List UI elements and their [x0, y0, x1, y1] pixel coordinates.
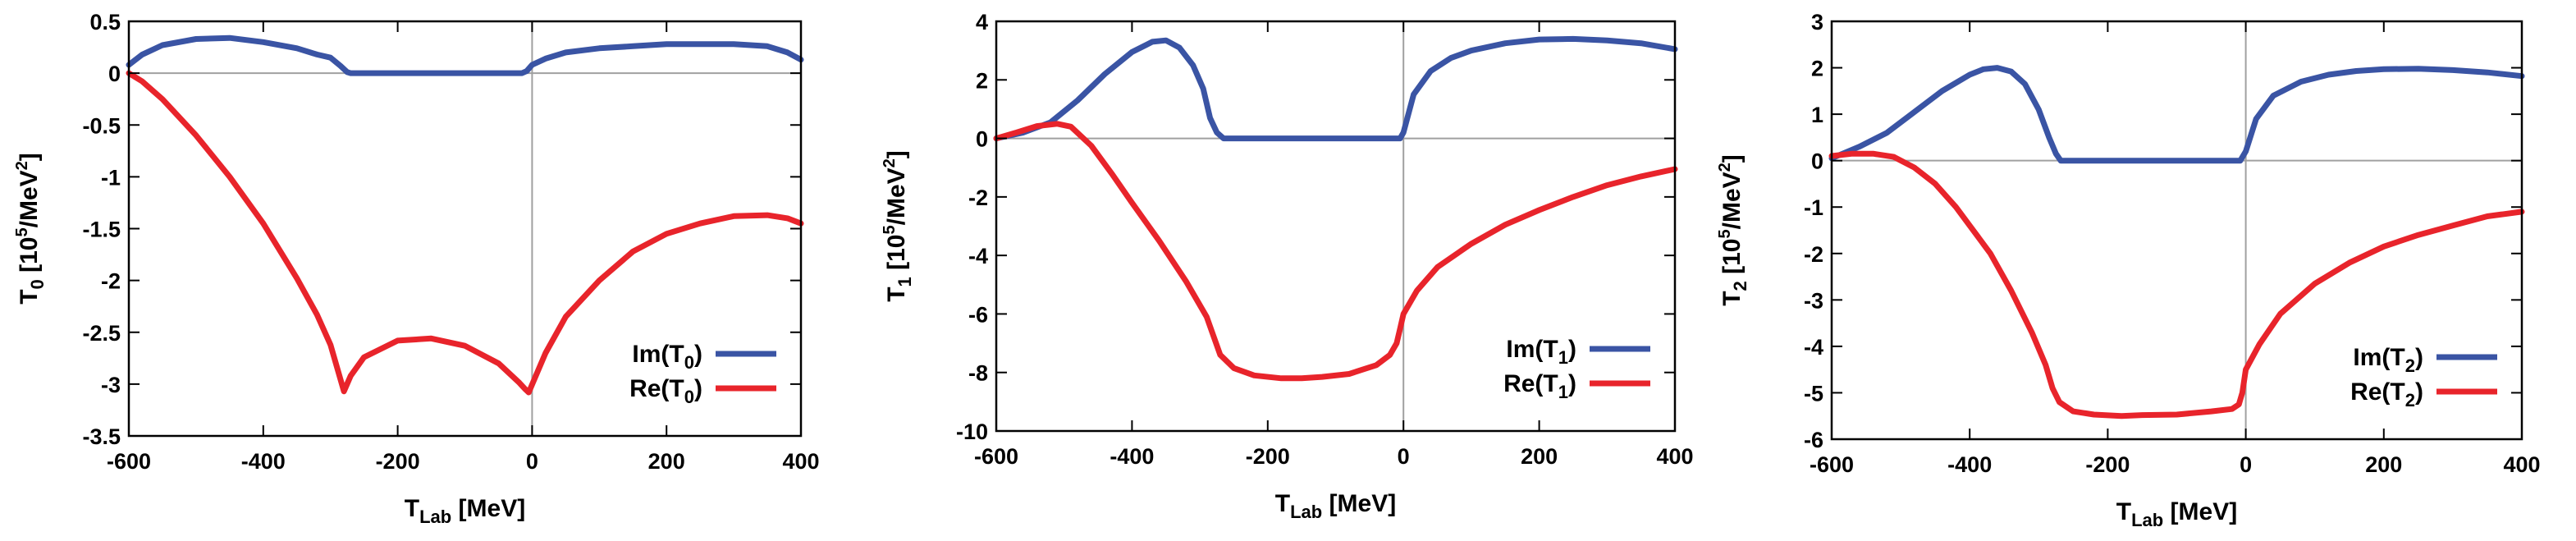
y-tick-label: -2.5	[82, 321, 121, 346]
legend-label-re: Re(T1)	[1503, 370, 1576, 402]
y-tick-label: -3.5	[82, 424, 121, 449]
series-re-line	[126, 70, 804, 396]
x-tick-label: 200	[648, 449, 685, 474]
x-tick-label: 400	[1656, 444, 1693, 469]
y-tick-label: -8	[968, 361, 988, 386]
y-tick-label: 2	[976, 68, 988, 93]
x-tick-label: 200	[1521, 444, 1558, 469]
y-tick-label: 0.5	[89, 10, 121, 34]
x-tick-label: -400	[1110, 444, 1154, 469]
x-tick-label: 0	[2240, 452, 2252, 477]
x-tick-label: -200	[1246, 444, 1290, 469]
y-tick-label: -2	[968, 186, 988, 210]
y-tick-label: 2	[1811, 57, 1823, 81]
x-tick-label: -600	[107, 449, 151, 474]
panel-2: -600 -400 -200 0 200 400 3 2 1 0 -1 -2 -3 -4 -5 -6 TLab …	[1716, 10, 2541, 530]
y-tick-label: 3	[1811, 10, 1823, 34]
y-tick-label: -2	[101, 269, 121, 294]
x-axis-label: TLab [MeV]	[405, 495, 525, 527]
x-tick-label: -200	[376, 449, 420, 474]
x-tick-label: 400	[782, 449, 819, 474]
x-tick-label: -400	[1947, 452, 1992, 477]
y-axis-label: T0 [105/MeV2]	[13, 153, 48, 305]
panel-1: -600 -400 -200 0 200 400 4 2 0 -2 -4 -6 -8 -10 TLab [M…	[881, 10, 1694, 522]
series-im-line	[993, 35, 1678, 142]
y-tick-label: -2	[1804, 242, 1823, 267]
x-tick-label: -400	[241, 449, 286, 474]
plot-frame	[127, 20, 803, 438]
y-tick-label: -1.5	[82, 218, 121, 242]
legend-label-im: Im(T2)	[2353, 344, 2423, 376]
series-re-line	[993, 121, 1678, 382]
y-tick-label: -6	[968, 302, 988, 327]
y-tick-label: -5	[1804, 381, 1823, 406]
y-axis-label: T1 [105/MeV2]	[881, 150, 915, 302]
x-tick-label: -200	[2085, 452, 2130, 477]
y-tick-label: 1	[1811, 103, 1823, 127]
series-im-line	[126, 34, 804, 76]
y-tick-label: -3	[101, 373, 121, 397]
panel-0: -600 -400 -200 0 200 400 0.5 0 -0.5 -1 -1.5 -2 -2.5 -…	[13, 10, 820, 527]
plot-frame	[995, 20, 1677, 433]
y-tick-label: -3	[1804, 288, 1823, 313]
y-axis-label: T2 [105/MeV2]	[1716, 154, 1750, 306]
y-tick-label: -0.5	[82, 113, 121, 138]
plot-frame	[1830, 20, 2523, 441]
series-re-line	[1828, 150, 2525, 420]
x-axis-label: TLab [MeV]	[1275, 490, 1396, 522]
x-tick-label: -600	[1810, 452, 1854, 477]
legend-label-im: Im(T0)	[632, 341, 702, 373]
y-tick-label: -1	[101, 165, 121, 190]
y-tick-label: 0	[108, 62, 121, 86]
y-tick-label: -1	[1804, 195, 1823, 220]
legend-label-im: Im(T1)	[1506, 336, 1576, 368]
x-tick-label: 0	[1398, 444, 1410, 469]
series-im-line	[1828, 65, 2525, 164]
x-tick-label: 0	[526, 449, 538, 474]
legend-label-re: Re(T2)	[2350, 378, 2423, 410]
y-tick-label: -10	[956, 420, 988, 444]
y-tick-label: 0	[1811, 149, 1823, 174]
x-tick-label: 200	[2365, 452, 2402, 477]
x-tick-label: -600	[974, 444, 1018, 469]
y-tick-label: -6	[1804, 428, 1823, 452]
legend-label-re: Re(T0)	[629, 375, 702, 407]
y-tick-label: 4	[976, 10, 988, 34]
y-tick-label: -4	[1804, 335, 1823, 360]
y-tick-label: -4	[968, 244, 988, 268]
y-tick-label: 0	[976, 127, 988, 152]
x-axis-label: TLab [MeV]	[2116, 498, 2237, 530]
x-tick-label: 400	[2503, 452, 2540, 477]
